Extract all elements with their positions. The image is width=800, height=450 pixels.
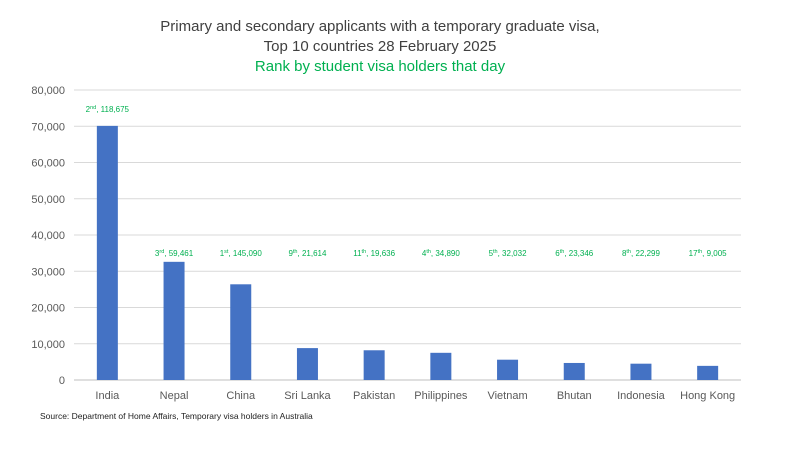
source-note: Source: Department of Home Affairs, Temp… xyxy=(40,411,313,421)
x-tick-label: Nepal xyxy=(160,390,189,402)
chart-title-line2: Top 10 countries 28 February 2025 xyxy=(263,38,497,55)
rank-annotation: 2nd, 118,675 xyxy=(86,105,130,114)
rank-annotation: 4th, 34,890 xyxy=(422,249,461,258)
rank-annotation: 3rd, 59,461 xyxy=(155,249,194,258)
y-tick-label: 50,000 xyxy=(31,194,65,206)
rank-annotation: 8th, 22,299 xyxy=(622,249,661,258)
bar xyxy=(430,352,452,380)
x-tick-label: Pakistan xyxy=(353,390,395,402)
x-tick-label: India xyxy=(95,390,120,402)
bar xyxy=(697,365,719,380)
rank-annotation: 17th, 9,005 xyxy=(689,249,728,258)
x-tick-label: Indonesia xyxy=(617,390,666,402)
bar xyxy=(497,359,519,380)
rank-annotation: 1st, 145,090 xyxy=(220,249,263,258)
y-tick-label: 30,000 xyxy=(31,266,65,278)
x-tick-label: Vietnam xyxy=(487,390,527,402)
rank-annotation: 5th, 32,032 xyxy=(489,249,528,258)
bar xyxy=(96,125,118,380)
bar xyxy=(230,284,252,380)
bar xyxy=(630,363,652,380)
bar xyxy=(563,362,585,380)
y-tick-label: 10,000 xyxy=(31,339,65,351)
x-tick-label: Sri Lanka xyxy=(284,390,331,402)
x-tick-label: Hong Kong xyxy=(680,390,735,402)
rank-annotation: 6th, 23,346 xyxy=(555,249,594,258)
bar xyxy=(163,261,185,380)
y-tick-label: 70,000 xyxy=(31,121,65,133)
y-tick-label: 40,000 xyxy=(31,230,65,242)
chart-subtitle: Rank by student visa holders that day xyxy=(254,58,506,75)
x-tick-label: China xyxy=(226,390,256,402)
bar xyxy=(296,348,318,380)
chart-title-line1: Primary and secondary applicants with a … xyxy=(160,18,600,35)
rank-annotation: 9th, 21,614 xyxy=(288,249,327,258)
x-tick-label: Philippines xyxy=(414,390,468,402)
y-tick-label: 60,000 xyxy=(31,158,65,170)
rank-annotation: 11th, 19,636 xyxy=(353,249,395,258)
x-tick-label: Bhutan xyxy=(557,390,592,402)
y-tick-label: 20,000 xyxy=(31,303,65,315)
y-tick-label: 0 xyxy=(59,375,65,387)
y-tick-label: 80,000 xyxy=(31,85,65,97)
bar xyxy=(363,350,385,380)
